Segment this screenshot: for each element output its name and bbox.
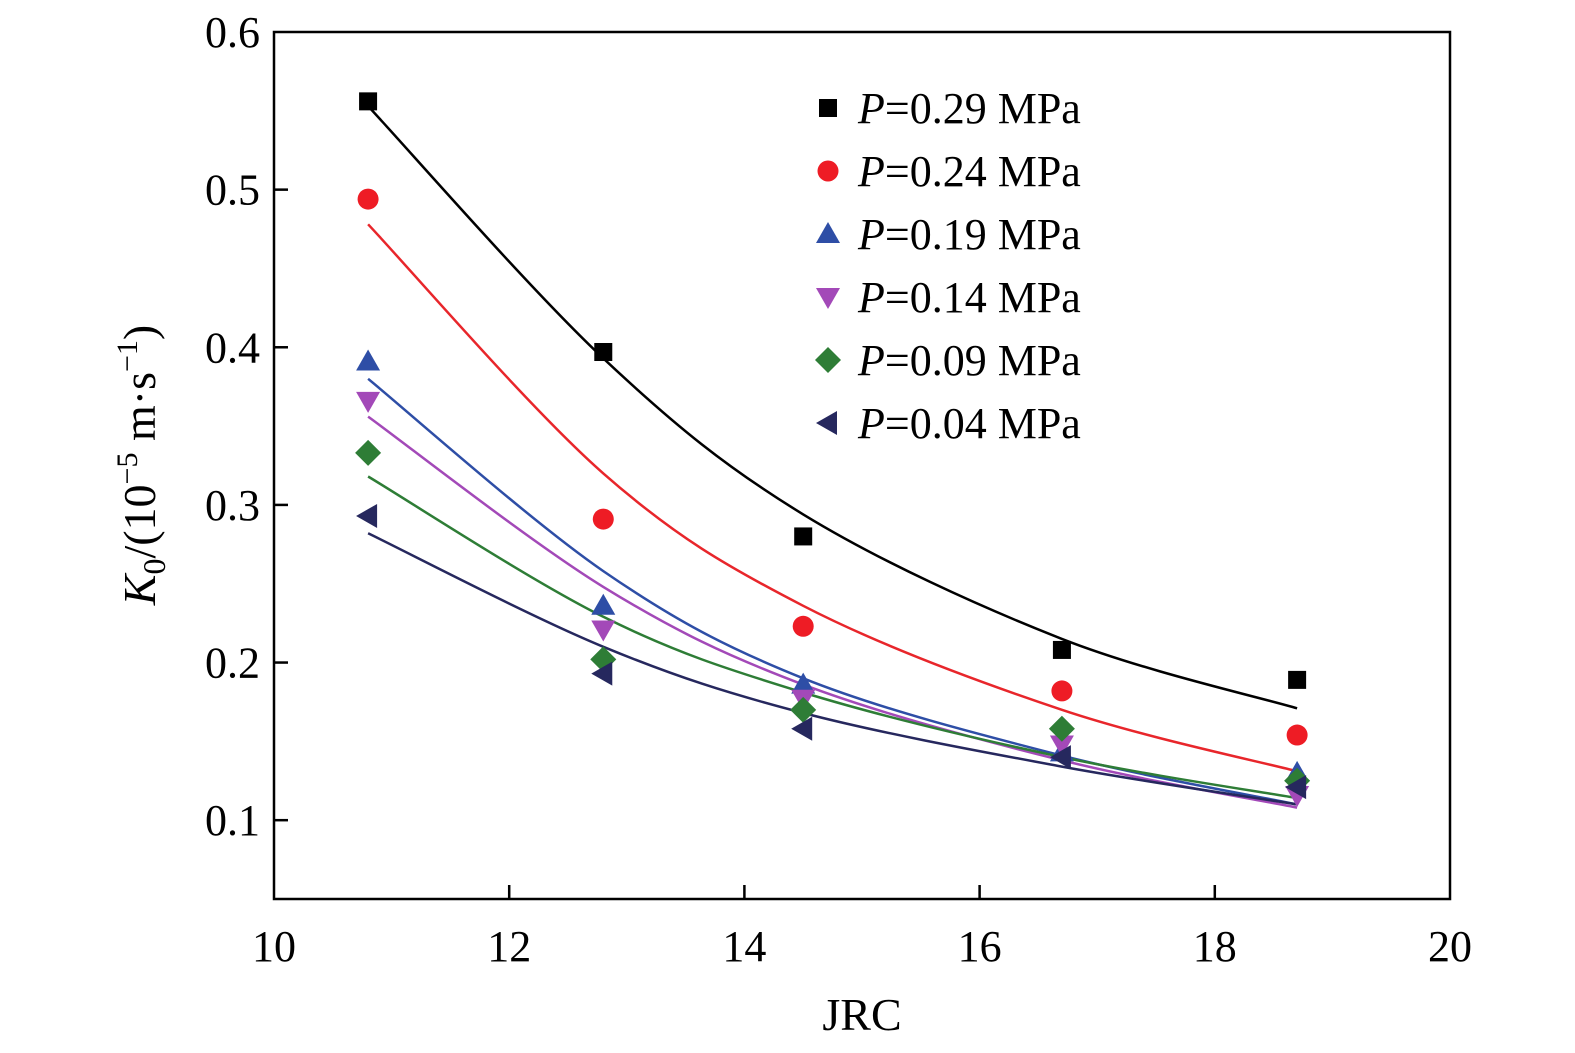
data-point-circle bbox=[357, 188, 379, 210]
data-point-square bbox=[1288, 670, 1307, 689]
fit-curve bbox=[367, 105, 1298, 710]
y-tick-label: 0.5 bbox=[205, 166, 260, 215]
legend-marker-circle bbox=[817, 160, 839, 182]
legend-label-variable: P bbox=[857, 84, 885, 133]
y-axis-title-unit-prefix: /(10 bbox=[114, 484, 165, 558]
legend-label-variable: P bbox=[857, 273, 885, 322]
data-point-triangle-up bbox=[591, 593, 616, 615]
y-tick-label: 0.2 bbox=[205, 639, 260, 688]
fit-curve bbox=[367, 377, 1298, 806]
data-markers bbox=[355, 92, 1311, 807]
x-tick-label: 16 bbox=[958, 922, 1002, 971]
legend-label-variable: P bbox=[857, 147, 885, 196]
x-axis-title: JRC bbox=[822, 989, 901, 1040]
data-point-triangle-up bbox=[791, 672, 816, 694]
legend-label-variable: P bbox=[857, 399, 885, 448]
fit-curve bbox=[367, 415, 1298, 809]
legend-label-value: =0.29 MPa bbox=[885, 84, 1081, 133]
legend-marker-triangle-up bbox=[816, 222, 840, 243]
data-point-triangle-left bbox=[356, 503, 378, 528]
x-tick-label: 20 bbox=[1428, 922, 1472, 971]
data-point-square bbox=[359, 92, 378, 111]
legend-label: P=0.09 MPa bbox=[857, 336, 1081, 385]
legend-marker-square bbox=[819, 99, 837, 117]
data-point-square bbox=[794, 527, 813, 546]
legend-marker-triangle-down bbox=[816, 288, 840, 309]
data-point-diamond bbox=[355, 439, 382, 466]
y-axis-title-unit-exponent: −1 bbox=[111, 340, 144, 372]
legend-label-value: =0.09 MPa bbox=[885, 336, 1081, 385]
data-point-triangle-left bbox=[1285, 775, 1307, 800]
data-point-square bbox=[594, 343, 613, 362]
data-point-circle bbox=[1286, 724, 1308, 746]
y-axis-title: K0/(10−5 m·s−1) bbox=[111, 325, 172, 606]
data-point-circle bbox=[592, 508, 614, 530]
x-axis-ticks: 10 12 14 16 18 20 bbox=[252, 885, 1472, 971]
legend-marker-diamond bbox=[815, 347, 841, 373]
y-tick-label: 0.1 bbox=[205, 796, 260, 845]
y-tick-label: 0.3 bbox=[205, 481, 260, 530]
data-point-square bbox=[1052, 640, 1071, 659]
data-point-diamond bbox=[1048, 715, 1075, 742]
data-point-triangle-left bbox=[591, 661, 613, 686]
fit-curve bbox=[367, 475, 1298, 800]
legend-label: P=0.04 MPa bbox=[857, 399, 1081, 448]
x-tick-label: 12 bbox=[487, 922, 531, 971]
data-point-circle bbox=[792, 615, 814, 637]
data-point-triangle-left bbox=[791, 716, 813, 741]
legend-label-value: =0.19 MPa bbox=[885, 210, 1081, 259]
y-tick-label: 0.6 bbox=[205, 8, 260, 57]
data-point-triangle-down bbox=[1049, 735, 1074, 757]
y-axis-title-base: K bbox=[114, 572, 165, 606]
legend-label: P=0.14 MPa bbox=[857, 273, 1081, 322]
data-point-circle bbox=[1051, 680, 1073, 702]
legend-label-variable: P bbox=[857, 336, 885, 385]
y-axis-title-exponent: −5 bbox=[111, 453, 144, 485]
x-tick-label: 18 bbox=[1193, 922, 1237, 971]
legend-label-value: =0.04 MPa bbox=[885, 399, 1081, 448]
data-point-triangle-left bbox=[1049, 745, 1071, 770]
legend-label: P=0.29 MPa bbox=[857, 84, 1081, 133]
fit-curve bbox=[367, 532, 1298, 806]
legend-label-value: =0.24 MPa bbox=[885, 147, 1081, 196]
data-point-triangle-down bbox=[591, 620, 616, 642]
data-point-triangle-down bbox=[356, 391, 381, 413]
y-axis-ticks: 0.1 0.2 0.3 0.4 0.5 0.6 bbox=[205, 8, 288, 845]
legend-label-variable: P bbox=[857, 210, 885, 259]
y-tick-label: 0.4 bbox=[205, 323, 260, 372]
legend-label: P=0.24 MPa bbox=[857, 147, 1081, 196]
y-axis-title-unit-mid: m·s bbox=[114, 372, 165, 453]
legend-label-value: =0.14 MPa bbox=[885, 273, 1081, 322]
data-point-diamond bbox=[790, 696, 817, 723]
fit-curve bbox=[367, 223, 1298, 773]
fit-curves bbox=[367, 105, 1298, 809]
legend-marker-triangle-left bbox=[816, 411, 837, 435]
data-point-triangle-up bbox=[356, 349, 381, 371]
plot-frame bbox=[272, 30, 1452, 901]
legend-label: P=0.19 MPa bbox=[857, 210, 1081, 259]
y-axis-title-subscript: 0 bbox=[136, 559, 172, 575]
y-axis-title-unit-suffix: ) bbox=[114, 325, 165, 340]
x-tick-label: 14 bbox=[722, 922, 766, 971]
x-tick-label: 10 bbox=[252, 922, 296, 971]
